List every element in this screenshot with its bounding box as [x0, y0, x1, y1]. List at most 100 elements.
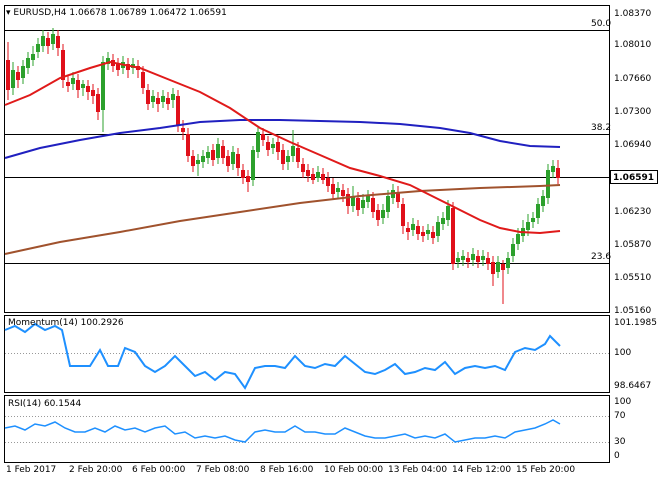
candle-body — [61, 50, 65, 80]
candle-body — [471, 254, 475, 260]
time-axis-label: 14 Feb 12:00 — [452, 465, 512, 475]
candle-body — [186, 134, 190, 156]
candle-body — [251, 150, 255, 180]
momentum-axis-label: 98.6467 — [614, 381, 652, 391]
candle-body — [346, 194, 350, 206]
candle-body — [126, 64, 130, 70]
candle-body — [321, 174, 325, 180]
candle-body — [91, 90, 95, 96]
candle-body — [476, 256, 480, 262]
candle-body — [446, 206, 450, 220]
candle-body — [76, 80, 80, 90]
price-axis-label: 1.07300 — [614, 107, 652, 117]
candle-body — [366, 196, 370, 202]
candle-body — [56, 36, 60, 48]
fib-label-38: 38.2 — [591, 123, 612, 133]
collapse-arrow-icon[interactable]: ▾ — [6, 8, 11, 18]
symbol-label: EURUSD,H4 — [13, 8, 67, 18]
candle-body — [371, 198, 375, 212]
price-axis-label: 1.05160 — [614, 306, 652, 316]
candle-body — [181, 128, 185, 132]
price-axis-label: 1.06230 — [614, 207, 652, 217]
candle-body — [381, 210, 385, 218]
candle-body — [461, 256, 465, 260]
candle-body — [11, 70, 15, 88]
ma-slow-line — [4, 184, 561, 255]
candle-body — [431, 232, 435, 238]
time-axis-label: 13 Feb 04:00 — [388, 465, 448, 475]
candle-body — [176, 96, 180, 126]
candle-body — [141, 72, 145, 88]
candle-body — [221, 146, 225, 158]
candle-body — [491, 262, 495, 274]
candle-body — [331, 184, 335, 194]
candle-body — [26, 58, 30, 68]
candle-body — [81, 84, 85, 88]
candle-body — [341, 190, 345, 196]
rsi-frame — [4, 395, 610, 463]
candle-body — [236, 154, 240, 168]
price-axis-label: 1.07660 — [614, 74, 652, 84]
rsi-axis-label: 100 — [614, 397, 632, 407]
rsi-axis-label: 30 — [614, 437, 626, 447]
candle-body — [271, 144, 275, 148]
candle-body — [266, 142, 270, 150]
candle-body — [426, 230, 430, 234]
candle-body — [256, 132, 260, 152]
rsi-axis-label: 70 — [614, 411, 626, 421]
candle-body — [301, 164, 305, 172]
candle-body — [316, 172, 320, 178]
candle-body — [326, 178, 330, 186]
candle-body — [356, 198, 360, 210]
candle-body — [546, 170, 550, 198]
candle-body — [196, 160, 200, 164]
candle-body — [501, 264, 505, 270]
candle-body — [406, 228, 410, 232]
momentum-axis-label: 101.1985 — [614, 318, 657, 328]
rsi-axis-label: 0 — [614, 451, 620, 461]
candle-body — [516, 234, 520, 244]
candle-body — [336, 188, 340, 192]
time-axis-label: 1 Feb 2017 — [6, 465, 57, 475]
candle-body — [6, 60, 10, 90]
candle-body — [416, 226, 420, 234]
candle-body — [376, 210, 380, 220]
candle-body — [51, 34, 55, 44]
candle-body — [386, 196, 390, 212]
candle-body — [216, 144, 220, 158]
candle-body — [46, 38, 50, 46]
candle-body — [421, 232, 425, 236]
fib-label-50: 50.0 — [591, 19, 612, 29]
candle-body — [456, 258, 460, 262]
candle-body — [296, 148, 300, 162]
candle-body — [201, 156, 205, 162]
candle-body — [466, 258, 470, 262]
candle-body — [86, 86, 90, 92]
candle-body — [241, 170, 245, 178]
candle-body — [401, 204, 405, 226]
ohlc-values: 1.06678 1.06789 1.06472 1.06591 — [69, 8, 227, 18]
momentum-title: Momentum(14) 100.2926 — [8, 318, 124, 328]
candle-body — [191, 156, 195, 166]
candle-body — [451, 208, 455, 264]
candle-body — [101, 62, 105, 110]
time-axis-label: 8 Feb 16:00 — [260, 465, 314, 475]
candle-body — [441, 218, 445, 224]
candle-body — [151, 96, 155, 102]
candle-body — [361, 200, 365, 208]
candle-body — [66, 82, 70, 86]
candle-body — [436, 222, 440, 236]
candle-body — [286, 156, 290, 162]
candle-body — [246, 176, 250, 182]
candle-body — [226, 156, 230, 166]
candle-body — [306, 170, 310, 176]
price-axis-label: 1.08370 — [614, 9, 652, 19]
time-axis-label: 15 Feb 20:00 — [516, 465, 576, 475]
time-axis-label: 10 Feb 00:00 — [324, 465, 384, 475]
candle-body — [351, 196, 355, 206]
candle-body — [506, 258, 510, 268]
candle-body — [231, 152, 235, 164]
candle-body — [16, 72, 20, 80]
candle-body — [96, 94, 100, 112]
